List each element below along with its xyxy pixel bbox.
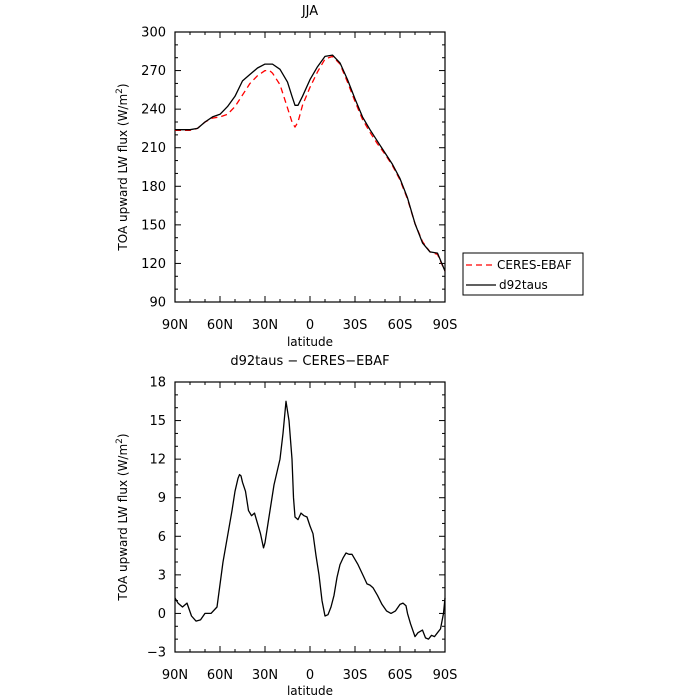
- x-tick-label: 60S: [388, 318, 413, 333]
- y-tick-label: 240: [141, 103, 166, 118]
- y-tick-label: 180: [141, 180, 166, 195]
- x-tick-label: 60S: [388, 668, 413, 683]
- x-axis-label: latitude: [287, 684, 333, 698]
- chart-title: JJA: [301, 4, 318, 19]
- y-axis-ticks: 90 120 150 180 210 240 270 300: [141, 26, 445, 311]
- x-tick-label: 90S: [433, 318, 458, 333]
- plot-frame: [174, 31, 446, 303]
- y-tick-label: 150: [141, 218, 166, 233]
- x-tick-label: 60N: [207, 668, 233, 683]
- x-tick-label: 30N: [252, 668, 278, 683]
- y-tick-label: −3: [147, 646, 166, 661]
- x-axis-label: latitude: [287, 335, 333, 349]
- x-tick-label: 90N: [162, 318, 188, 333]
- series-line-ceres-ebaf: [175, 55, 446, 272]
- y-tick-label: 270: [141, 64, 166, 79]
- x-tick-label: 30S: [343, 668, 368, 683]
- legend: CERES-EBAF d92taus: [462, 252, 584, 296]
- y-tick-label: 90: [149, 296, 166, 311]
- y-axis-ticks: −3 0 3 6 9 12 15 18: [147, 376, 445, 661]
- y-tick-label: 0: [158, 607, 166, 622]
- x-tick-label: 60N: [207, 318, 233, 333]
- x-axis-ticks: 90N 60N 30N 0 30S 60S 90S: [162, 382, 458, 683]
- legend-label-ceres-ebaf: CERES-EBAF: [497, 258, 572, 272]
- y-axis-label: TOA upward LW flux (W/m2): [115, 433, 130, 601]
- y-tick-label: 210: [141, 141, 166, 156]
- y-tick-label: 9: [158, 491, 166, 506]
- x-tick-label: 90N: [162, 668, 188, 683]
- y-tick-label: 300: [141, 26, 166, 41]
- series-lines: [174, 400, 446, 640]
- x-tick-label: 30S: [343, 318, 368, 333]
- y-tick-label: 18: [149, 376, 166, 391]
- x-tick-label: 0: [306, 318, 314, 333]
- chart-title: d92taus − CERES−EBAF: [230, 354, 389, 369]
- legend-box: [462, 252, 584, 296]
- x-axis-ticks: 90N 60N 30N 0 30S 60S 90S: [162, 32, 458, 333]
- y-axis-label: TOA upward LW flux (W/m2): [115, 83, 130, 251]
- series-line-difference: [174, 400, 446, 640]
- x-tick-label: 90S: [433, 668, 458, 683]
- series-line-d92taus: [175, 54, 446, 272]
- series-lines: [175, 54, 446, 272]
- legend-label-d92taus: d92taus: [499, 278, 548, 292]
- y-tick-label: 6: [158, 530, 166, 545]
- y-tick-label: 15: [149, 414, 166, 429]
- y-tick-label: 3: [158, 568, 166, 583]
- x-tick-label: 30N: [252, 318, 278, 333]
- x-tick-label: 0: [306, 668, 314, 683]
- y-tick-label: 12: [149, 453, 166, 468]
- plot-frame: [174, 381, 446, 653]
- panel-jja: JJA 90 120 150 180 210 240 270 300 90N 60N 30N 0 30…: [115, 4, 584, 349]
- y-tick-label: 120: [141, 257, 166, 272]
- panel-difference: d92taus − CERES−EBAF −3 0 3 6 9 12 15 18 90N 60N…: [115, 354, 457, 698]
